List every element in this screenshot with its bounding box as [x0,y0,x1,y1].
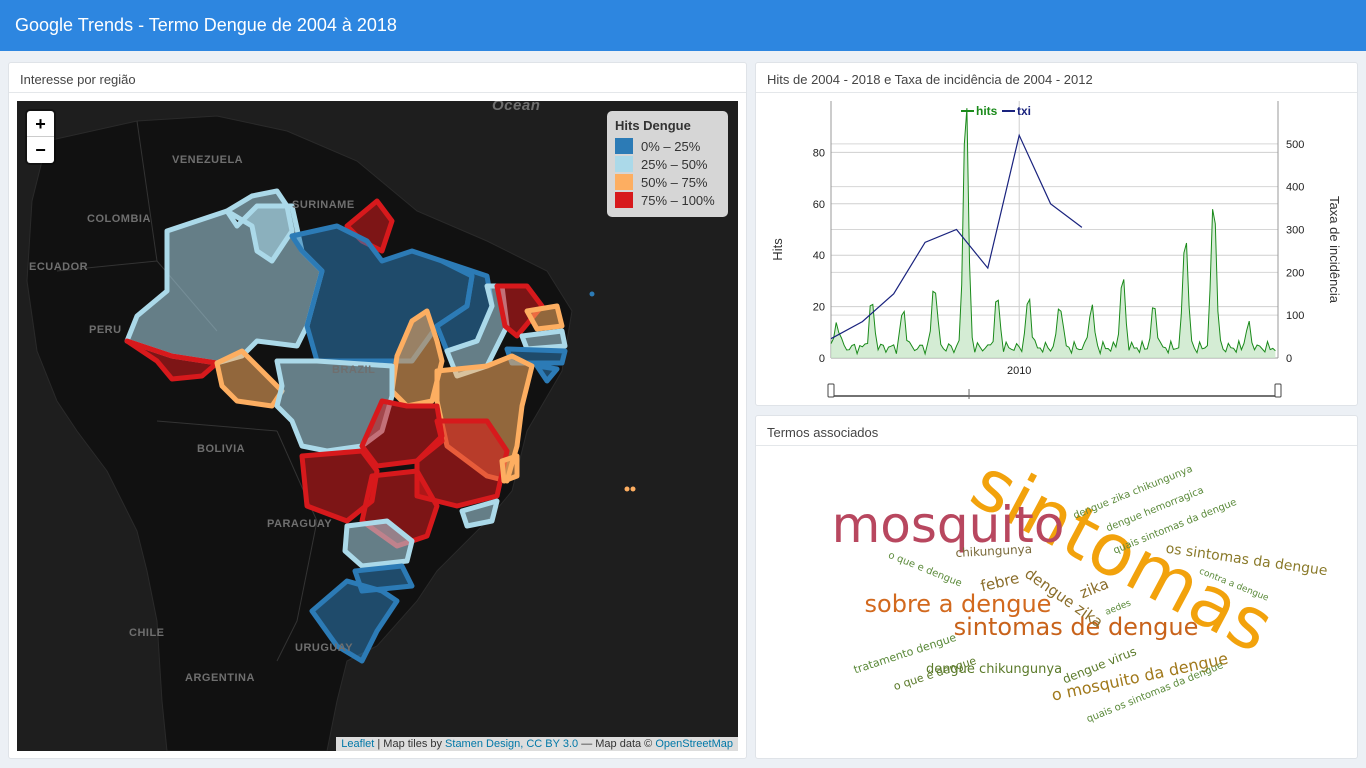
chart-panel: Hits de 2004 - 2018 e Taxa de incidência… [755,62,1358,406]
y-tick-label: 0 [819,353,825,365]
stamen-link[interactable]: Stamen Design, CC BY 3.0 [445,738,579,750]
border-line [56,120,318,662]
legend-label: 75% – 100% [641,192,715,208]
legend-swatch [615,156,633,172]
state-pr [342,518,415,569]
legend-item: 75% – 100% [615,191,720,209]
timeseries-chart[interactable]: 0 100 200 300 400 500 0 20 40 60 80 2010 Hits Taxa de… [764,101,1351,401]
osm-link[interactable]: OpenStreetMap [655,738,733,750]
range-handle[interactable] [827,383,835,398]
state-rs [309,578,400,664]
state-al [534,363,560,384]
country-label: ARGENTINA [185,672,255,684]
island-marker [630,486,636,492]
chart-panel-title: Hits de 2004 - 2018 e Taxa de incidência… [756,63,1357,93]
island-marker [589,291,595,297]
state-rn [524,303,565,332]
legend-swatch [615,138,633,154]
app-title: Google Trends - Termo Dengue de 2004 à 2… [15,15,397,35]
legend-item: 0% – 25% [615,137,720,155]
wordcloud-term: sintomas de dengue [954,613,1199,641]
app-header: Google Trends - Termo Dengue de 2004 à 2… [0,0,1366,51]
txi-line [830,133,1083,340]
country-label: CHILE [129,627,165,639]
country-label: BOLIVIA [197,443,245,455]
y2-tick-label: 100 [1286,310,1304,322]
ocean-label: Ocean [492,101,540,114]
y2-axis-label: Taxa de incidência [1327,196,1342,304]
legend-label: txi [1017,104,1031,118]
wordcloud-term: mosquito [832,496,1065,554]
wordcloud-term: sobre a dengue [865,590,1052,618]
map-view[interactable]: VENEZUELA COLOMBIA SURINAME ECUADOR PERU… [17,101,738,751]
y2-tick-label: 300 [1286,225,1304,237]
hits-line [830,108,1276,356]
leaflet-link[interactable]: Leaflet [341,738,375,750]
wordcloud-term: chikungunya [955,542,1032,560]
state-acre [124,338,220,382]
state-tocantins [389,308,445,409]
zoom-in-button[interactable]: + [27,111,54,137]
country-label: VENEZUELA [172,154,243,166]
y-tick-label: 40 [813,250,825,262]
attrib-text: | Map tiles by [374,738,446,750]
state-ceara [494,283,545,339]
y-tick-label: 20 [813,302,825,314]
wordcloud-term: o que e dengue [887,550,964,590]
x-tick-label: 2010 [1007,365,1031,377]
country-label: ECUADOR [29,261,88,273]
brazil-states[interactable] [124,188,568,664]
map-panel: Interesse por região [8,62,747,759]
y2-tick-label: 200 [1286,267,1304,279]
range-handle[interactable] [1274,383,1282,398]
state-mt [274,358,395,454]
zoom-control: + − [27,111,54,163]
wordcloud: sintomas mosquito sobre a dengue sintomas d… [756,447,1359,759]
legend-title: Hits Dengue [615,118,691,133]
chart-canvas[interactable]: 0 100 200 300 400 500 0 20 40 60 80 2010 Hits Taxa de… [764,101,1351,401]
state-roraima [224,188,295,264]
legend-label: 50% – 75% [641,174,708,190]
country-label: BRAZIL [332,364,375,376]
country-label: PARAGUAY [267,518,332,530]
legend-swatch [615,192,633,208]
y2-tick-label: 500 [1286,139,1304,151]
state-pb [519,328,568,352]
zoom-out-button[interactable]: − [35,140,46,160]
wordcloud-panel: Termos associados sintomas mosquito sobre … [755,415,1358,759]
country-label: SURINAME [292,199,355,211]
attrib-text: — Map data © [578,738,656,750]
wordcloud-panel-title: Termos associados [756,416,1357,446]
legend-swatch [615,174,633,190]
wordcloud-term: dengue chikungunya [926,662,1062,677]
y-tick-label: 80 [813,147,825,159]
y2-tick-label: 0 [1286,353,1292,365]
legend-label: 25% – 50% [641,156,708,172]
legend-label: 0% – 25% [641,138,701,154]
country-label: PERU [89,324,122,336]
island-marker [624,486,630,492]
map-panel-title: Interesse por região [9,63,746,93]
map-canvas[interactable]: VENEZUELA COLOMBIA SURINAME ECUADOR PERU… [17,101,738,751]
legend-item: 50% – 75% [615,173,720,191]
y-tick-label: 60 [813,199,825,211]
y-axis-label: Hits [770,238,785,261]
legend-item: 25% – 50% [615,155,720,173]
y2-tick-label: 400 [1286,182,1304,194]
state-mg [414,418,510,509]
map-attribution: Leaflet | Map tiles by Stamen Design, CC… [336,737,738,751]
country-label: URUGUAY [295,642,353,654]
state-rj [459,498,500,529]
country-label: COLOMBIA [87,213,151,225]
state-es [499,453,520,484]
legend-label: hits [976,104,998,118]
map-legend: Hits Dengue 0% – 25% 25% – 50% 50% – 75%… [607,111,728,217]
